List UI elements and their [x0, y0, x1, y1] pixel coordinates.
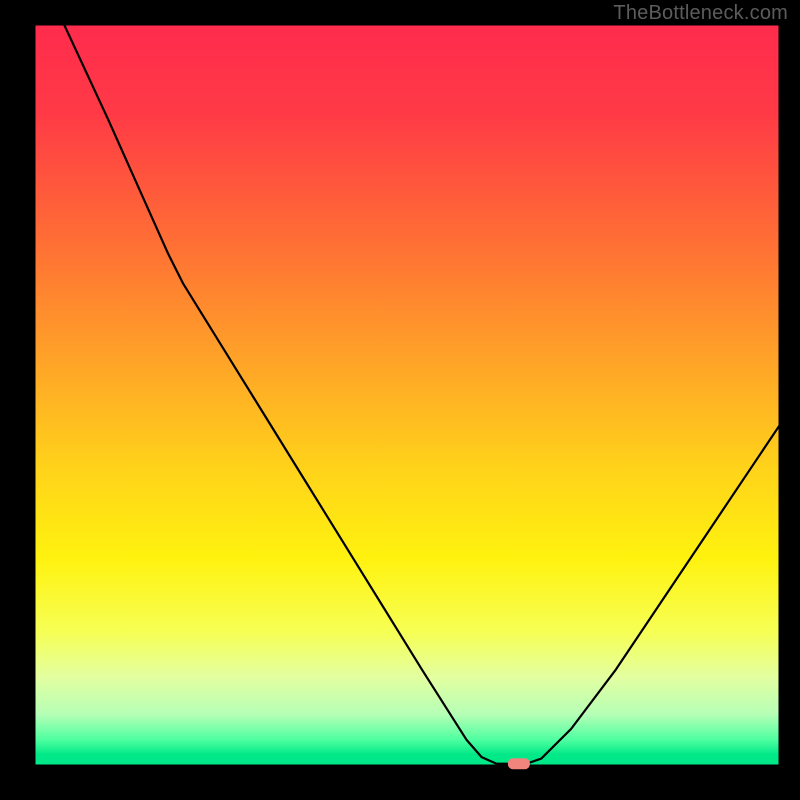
attribution-label: TheBottleneck.com: [613, 2, 788, 25]
chart-plot-area: [34, 24, 780, 766]
bottleneck-chart: TheBottleneck.com: [0, 0, 800, 800]
optimal-marker: [508, 758, 530, 769]
chart-svg: [0, 0, 800, 800]
